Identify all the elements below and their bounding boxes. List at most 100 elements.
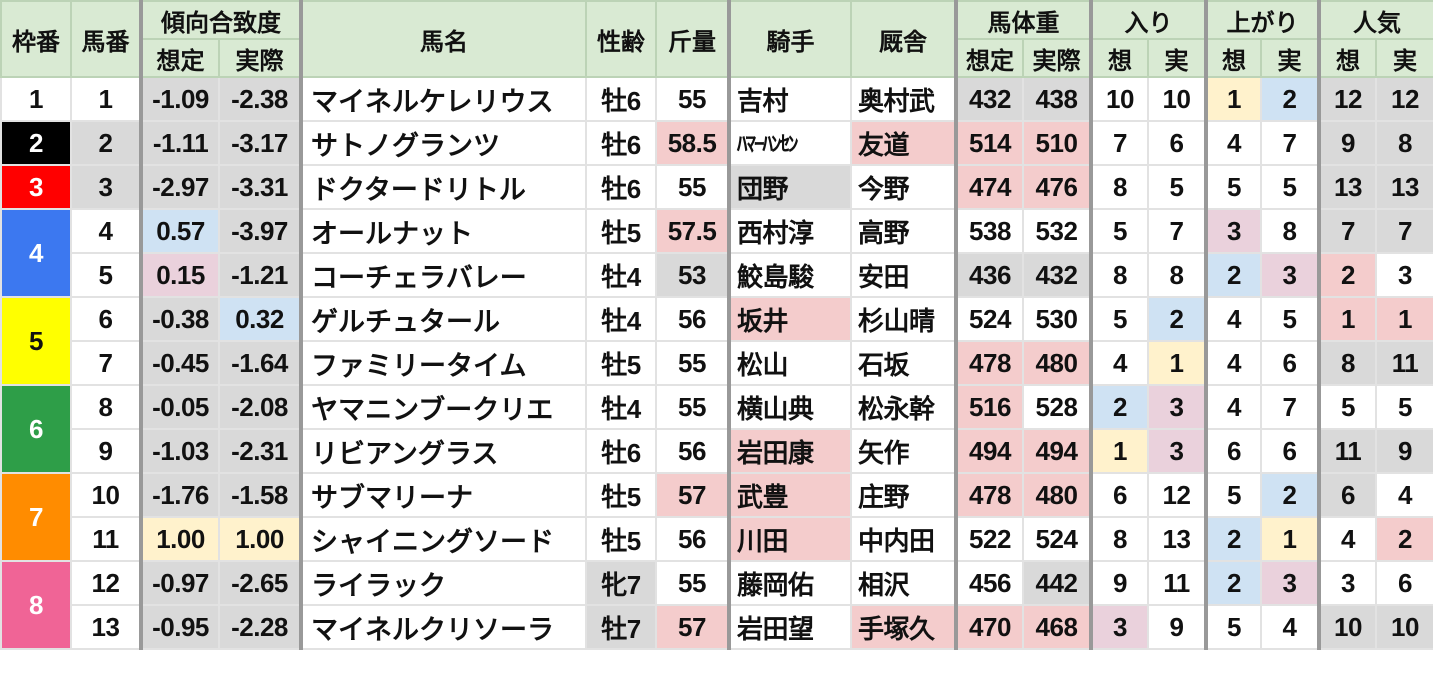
header-iri-sotei: 想 (1089, 38, 1149, 78)
frame-number-cell: 5 (0, 296, 72, 386)
bodyweight-sotei-cell: 522 (954, 516, 1024, 562)
header-sexage: 性齢 (585, 0, 657, 78)
sex-age-cell: 牡6 (585, 76, 657, 122)
weight-cell: 53 (655, 252, 730, 298)
agari-jissai-cell: 4 (1260, 604, 1320, 650)
bodyweight-jissai-cell: 468 (1022, 604, 1092, 650)
table-row: 6 8 -0.05 -2.08 ヤマニンブークリエ 牡4 55 横山典 松永幹 516 528 2 3 4… (0, 384, 1433, 474)
horse-name-cell: ライラック (299, 560, 587, 606)
ninki-jissai-cell: 1 (1375, 296, 1433, 342)
header-name: 馬名 (299, 0, 587, 78)
tendency-sotei-cell: -0.05 (139, 384, 220, 430)
frame-number-cell: 7 (0, 472, 72, 562)
trainer-cell: 松永幹 (850, 384, 957, 430)
ninki-sotei-cell: 10 (1317, 604, 1377, 650)
agari-jissai-cell: 6 (1260, 428, 1320, 474)
header-waku: 枠番 (0, 0, 72, 78)
tendency-sotei-cell: -0.38 (139, 296, 220, 342)
bodyweight-jissai-cell: 476 (1022, 164, 1092, 210)
tendency-jissai-cell: -3.17 (218, 120, 302, 166)
iri-sotei-cell: 8 (1089, 516, 1149, 562)
iri-jissai-cell: 13 (1147, 516, 1207, 562)
header-bw-jissai: 実際 (1022, 38, 1092, 78)
tendency-sotei-cell: 0.57 (139, 208, 220, 254)
ninki-jissai-cell: 11 (1375, 340, 1433, 386)
trainer-cell: 石坂 (850, 340, 957, 386)
iri-sotei-cell: 8 (1089, 252, 1149, 298)
trainer-cell: 中内田 (850, 516, 957, 562)
bodyweight-sotei-cell: 478 (954, 472, 1024, 518)
table-row: 11 1.00 1.00 シャイニングソード 牡5 56 川田 中内田 522 524 8 13 2 1 4… (1, 516, 1433, 562)
horse-name-cell: オールナット (299, 208, 587, 254)
ninki-jissai-cell: 3 (1375, 252, 1433, 298)
ninki-sotei-cell: 12 (1317, 76, 1377, 122)
horse-name-cell: ゲルチュタール (299, 296, 587, 342)
bodyweight-jissai-cell: 480 (1022, 340, 1092, 386)
weight-cell: 56 (655, 296, 730, 342)
iri-sotei-cell: 5 (1089, 208, 1149, 254)
table-row: 5 6 -0.38 0.32 ゲルチュタール 牡4 56 坂井 杉山晴 524 530 5 2 4 5 1 1 (0, 296, 1433, 386)
weight-cell: 55 (655, 384, 730, 430)
iri-sotei-cell: 2 (1089, 384, 1149, 430)
ninki-sotei-cell: 6 (1317, 472, 1377, 518)
table-row: 8 12 -0.97 -2.65 ライラック 牝7 55 藤岡佑 相沢 456 442 9 11 2 3 3 6 (0, 560, 1433, 650)
bodyweight-sotei-cell: 524 (954, 296, 1024, 342)
weight-cell: 57 (655, 472, 730, 518)
weight-cell: 57.5 (655, 208, 730, 254)
bodyweight-jissai-cell: 524 (1022, 516, 1092, 562)
header-row-1: 枠番 馬番 傾向合致度 馬名 性齢 斤量 騎手 厩舎 馬体重 入り 上がり 人気 (0, 0, 1433, 78)
horse-name-cell: サブマリーナ (299, 472, 587, 518)
table-row: 9 -1.03 -2.31 リビアングラス 牡6 56 岩田康 矢作 494 494 1 3 6 6 11 9 (1, 428, 1433, 474)
umaban-cell: 13 (70, 604, 142, 650)
tendency-sotei-cell: -1.11 (139, 120, 220, 166)
jockey-cell: 横山典 (727, 384, 852, 430)
iri-jissai-cell: 5 (1147, 164, 1207, 210)
agari-sotei-cell: 2 (1204, 516, 1262, 562)
agari-sotei-cell: 2 (1204, 560, 1262, 606)
iri-sotei-cell: 5 (1089, 296, 1149, 342)
iri-jissai-cell: 3 (1147, 428, 1207, 474)
iri-jissai-cell: 8 (1147, 252, 1207, 298)
tendency-sotei-cell: -2.97 (139, 164, 220, 210)
header-row-2: 想定 実際 想定 実際 想 実 想 実 想 実 (1, 38, 1433, 78)
agari-jissai-cell: 2 (1260, 472, 1320, 518)
table-row: 2 2 -1.11 -3.17 サトノグランツ 牡6 58.5 ﾊﾏｰﾊﾝｾﾝ 友道 514 510… (0, 120, 1433, 166)
iri-sotei-cell: 8 (1089, 164, 1149, 210)
iri-sotei-cell: 4 (1089, 340, 1149, 386)
bodyweight-sotei-cell: 432 (954, 76, 1024, 122)
horse-name-cell: ヤマニンブークリエ (299, 384, 587, 430)
ninki-jissai-cell: 6 (1375, 560, 1433, 606)
header-tendency: 傾向合致度 (139, 0, 302, 40)
frame-number-cell: 2 (0, 120, 72, 166)
trainer-cell: 手塚久 (850, 604, 957, 650)
iri-jissai-cell: 3 (1147, 384, 1207, 430)
header-ninki-sotei: 想 (1317, 38, 1377, 78)
sex-age-cell: 牝7 (585, 560, 657, 606)
ninki-jissai-cell: 7 (1375, 208, 1433, 254)
iri-jissai-cell: 12 (1147, 472, 1207, 518)
tendency-jissai-cell: -2.38 (218, 76, 302, 122)
weight-cell: 55 (655, 340, 730, 386)
ninki-sotei-cell: 3 (1317, 560, 1377, 606)
sex-age-cell: 牡5 (585, 516, 657, 562)
header-agari-sotei: 想 (1204, 38, 1262, 78)
bodyweight-sotei-cell: 516 (954, 384, 1024, 430)
bodyweight-jissai-cell: 532 (1022, 208, 1092, 254)
agari-sotei-cell: 1 (1204, 76, 1262, 122)
weight-cell: 56 (655, 428, 730, 474)
bodyweight-jissai-cell: 494 (1022, 428, 1092, 474)
ninki-sotei-cell: 11 (1317, 428, 1377, 474)
header-iri: 入り (1089, 0, 1207, 40)
agari-jissai-cell: 1 (1260, 516, 1320, 562)
tendency-sotei-cell: 0.15 (139, 252, 220, 298)
table-row: 7 -0.45 -1.64 ファミリータイム 牡5 55 松山 石坂 478 480 4 1 4 6 8 11 (1, 340, 1433, 386)
agari-jissai-cell: 5 (1260, 296, 1320, 342)
tendency-jissai-cell: -3.31 (218, 164, 302, 210)
umaban-cell: 9 (70, 428, 142, 474)
jockey-cell: 岩田望 (727, 604, 852, 650)
header-umaban: 馬番 (70, 0, 142, 78)
header-bw-sotei: 想定 (954, 38, 1024, 78)
trainer-cell: 友道 (850, 120, 957, 166)
weight-cell: 57 (655, 604, 730, 650)
horse-name-cell: ドクタードリトル (299, 164, 587, 210)
